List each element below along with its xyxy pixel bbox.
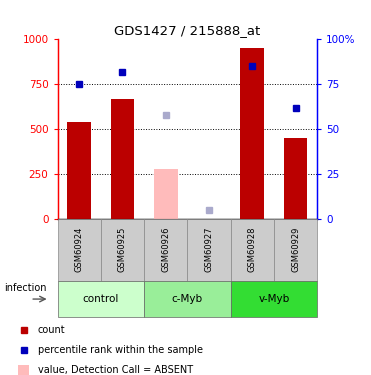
Text: value, Detection Call = ABSENT: value, Detection Call = ABSENT xyxy=(37,365,193,375)
Title: GDS1427 / 215888_at: GDS1427 / 215888_at xyxy=(114,24,260,37)
Text: control: control xyxy=(83,294,119,304)
Text: infection: infection xyxy=(4,284,46,294)
Bar xyxy=(154,169,178,219)
Bar xyxy=(111,99,134,219)
Bar xyxy=(101,219,144,281)
Bar xyxy=(231,281,317,317)
Bar xyxy=(144,219,187,281)
Bar xyxy=(58,281,144,317)
Bar xyxy=(18,365,29,375)
Text: GSM60927: GSM60927 xyxy=(204,226,213,272)
Text: GSM60925: GSM60925 xyxy=(118,226,127,272)
Bar xyxy=(240,48,264,219)
Text: percentile rank within the sample: percentile rank within the sample xyxy=(37,345,203,355)
Text: GSM60926: GSM60926 xyxy=(161,226,170,272)
Bar xyxy=(187,219,231,281)
Bar xyxy=(284,138,308,219)
Text: GSM60929: GSM60929 xyxy=(291,226,300,272)
Bar xyxy=(274,219,317,281)
Text: c-Myb: c-Myb xyxy=(172,294,203,304)
Text: count: count xyxy=(37,326,65,336)
Text: GSM60928: GSM60928 xyxy=(248,226,257,272)
Text: GSM60924: GSM60924 xyxy=(75,226,83,272)
Bar xyxy=(144,281,231,317)
Bar xyxy=(58,219,101,281)
Bar xyxy=(231,219,274,281)
Text: v-Myb: v-Myb xyxy=(258,294,289,304)
Bar xyxy=(67,122,91,219)
